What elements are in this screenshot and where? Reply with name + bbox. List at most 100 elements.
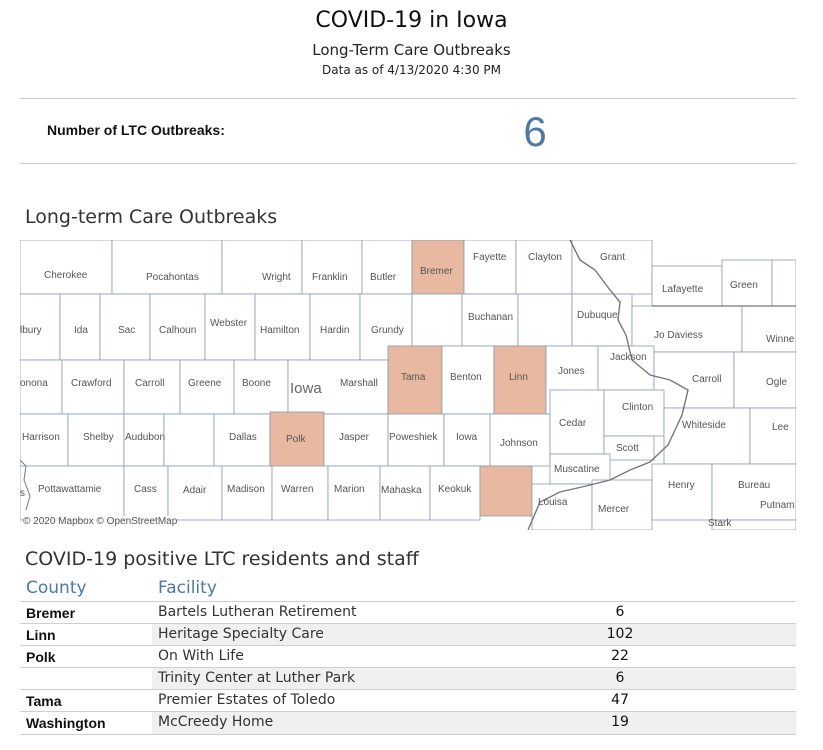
county-whiteside[interactable] bbox=[663, 407, 751, 465]
county-cherokee[interactable] bbox=[20, 240, 113, 295]
table-row[interactable]: Linn Heritage Specialty Care 102 bbox=[20, 623, 796, 646]
table-header: County Facility bbox=[20, 578, 796, 602]
county-harrison[interactable] bbox=[20, 413, 69, 467]
table-row[interactable]: Bremer Bartels Lutheran Retirement 6 bbox=[20, 601, 796, 624]
county-webster[interactable] bbox=[204, 293, 256, 361]
label-bureau: Bureau bbox=[738, 480, 770, 491]
county-cass[interactable] bbox=[123, 465, 169, 521]
label-harrison: Harrison bbox=[22, 432, 60, 443]
page-title: COVID-19 in Iowa bbox=[315, 8, 508, 33]
cell-count: 19 bbox=[611, 714, 629, 730]
label-lee: Lee bbox=[772, 422, 789, 433]
county-scott[interactable] bbox=[603, 435, 655, 461]
county-grant[interactable] bbox=[571, 240, 653, 295]
county-bureau[interactable] bbox=[711, 463, 796, 521]
county-hardin[interactable] bbox=[309, 293, 361, 361]
county-story-area[interactable] bbox=[287, 359, 389, 415]
county-clinton[interactable] bbox=[603, 389, 665, 437]
label-cherokee: Cherokee bbox=[44, 270, 88, 281]
label-green: Green bbox=[730, 280, 758, 291]
state-boundary-west bbox=[20, 459, 31, 511]
label-dubuque: Dubuque bbox=[577, 310, 618, 321]
label-franklin: Franklin bbox=[312, 272, 348, 283]
county-muscatine[interactable] bbox=[549, 453, 611, 485]
county-dubuque[interactable] bbox=[571, 293, 633, 347]
county-butler[interactable] bbox=[361, 240, 413, 295]
county-edge-1[interactable] bbox=[771, 259, 796, 307]
county-lafayette[interactable] bbox=[651, 265, 723, 307]
county-madison[interactable] bbox=[221, 465, 273, 521]
column-header-county[interactable]: County bbox=[26, 578, 87, 598]
county-bremer[interactable] bbox=[411, 240, 465, 295]
county-benton[interactable] bbox=[441, 345, 495, 415]
county-cedar[interactable] bbox=[549, 389, 605, 455]
label-jasper: Jasper bbox=[339, 432, 370, 443]
county-blackhawk[interactable] bbox=[411, 293, 463, 347]
county-wright[interactable] bbox=[221, 240, 303, 295]
county-jo-daviess[interactable] bbox=[631, 305, 743, 353]
county-henry[interactable] bbox=[651, 463, 713, 521]
county-guthrie[interactable] bbox=[163, 413, 215, 467]
county-winne[interactable] bbox=[741, 305, 796, 353]
divider-top bbox=[20, 98, 796, 99]
map-attribution[interactable]: © 2020 Mapbox © OpenStreetMap bbox=[23, 516, 178, 527]
label-mahaska: Mahaska bbox=[381, 485, 422, 496]
county-fayette[interactable] bbox=[463, 240, 517, 295]
cell-facility: McCreedy Home bbox=[158, 714, 274, 730]
label-adair: Adair bbox=[183, 485, 207, 496]
county-clayton[interactable] bbox=[515, 240, 573, 295]
table-row[interactable]: Washington McCreedy Home 19 bbox=[20, 711, 796, 735]
county-johnson[interactable] bbox=[489, 413, 551, 467]
county-marion[interactable] bbox=[327, 465, 381, 521]
page-subtitle: Long-Term Care Outbreaks bbox=[312, 41, 511, 59]
county-crawford[interactable] bbox=[61, 359, 125, 415]
county-delaware[interactable] bbox=[517, 293, 573, 347]
label-stark: Stark bbox=[708, 518, 732, 529]
table-row[interactable]: Tama Premier Estates of Toledo 47 bbox=[20, 689, 796, 712]
label-hardin: Hardin bbox=[320, 325, 349, 336]
label-winne: Winne bbox=[766, 334, 795, 345]
county-keokuk[interactable] bbox=[429, 465, 481, 521]
label-carroll-ia: Carroll bbox=[135, 378, 164, 389]
county-dallas[interactable] bbox=[213, 413, 271, 467]
outbreak-count-value: 6 bbox=[523, 108, 547, 155]
county-lee[interactable] bbox=[749, 407, 796, 465]
divider-bottom bbox=[20, 163, 796, 164]
county-adair[interactable] bbox=[167, 465, 223, 521]
county-franklin[interactable] bbox=[301, 240, 363, 295]
label-benton: Benton bbox=[450, 372, 482, 383]
county-washington[interactable] bbox=[479, 465, 533, 517]
county-mahaska[interactable] bbox=[379, 465, 431, 521]
label-butler: Butler bbox=[370, 272, 397, 283]
county-jasper[interactable] bbox=[323, 413, 389, 467]
county-warren[interactable] bbox=[271, 465, 329, 521]
label-shelby: Shelby bbox=[83, 432, 114, 443]
county-pocahontas[interactable] bbox=[111, 240, 223, 295]
county-onona[interactable] bbox=[20, 359, 63, 415]
label-pocahontas: Pocahontas bbox=[146, 272, 199, 283]
label-muscatine: Muscatine bbox=[554, 464, 600, 475]
state-boundary bbox=[527, 240, 689, 530]
table-row[interactable]: Polk On With Life 22 bbox=[20, 645, 796, 668]
outbreak-map[interactable]: Cherokee Pocahontas Wright Franklin Butl… bbox=[20, 240, 796, 530]
label-marshall: Marshall bbox=[340, 378, 378, 389]
county-iowa[interactable] bbox=[443, 413, 491, 467]
table-row[interactable]: Trinity Center at Luther Park 6 bbox=[20, 667, 796, 690]
cell-facility: Premier Estates of Toledo bbox=[158, 692, 336, 708]
cell-county: Bremer bbox=[26, 605, 76, 621]
cell-county: Washington bbox=[26, 715, 106, 731]
county-stark[interactable] bbox=[711, 519, 796, 530]
label-greene: Greene bbox=[188, 378, 222, 389]
label-henry: Henry bbox=[668, 480, 695, 491]
label-grundy: Grundy bbox=[371, 325, 404, 336]
county-tama[interactable] bbox=[387, 345, 443, 415]
label-ida: Ida bbox=[74, 325, 88, 336]
county-pottawattamie[interactable] bbox=[20, 465, 125, 521]
label-dallas: Dallas bbox=[229, 432, 257, 443]
county-hamilton[interactable] bbox=[254, 293, 311, 361]
county-map-svg[interactable]: Cherokee Pocahontas Wright Franklin Butl… bbox=[20, 240, 796, 530]
county-ogle[interactable] bbox=[733, 351, 796, 409]
map-title: Long-term Care Outbreaks bbox=[25, 206, 278, 228]
label-cedar: Cedar bbox=[559, 418, 587, 429]
column-header-facility[interactable]: Facility bbox=[158, 578, 217, 598]
